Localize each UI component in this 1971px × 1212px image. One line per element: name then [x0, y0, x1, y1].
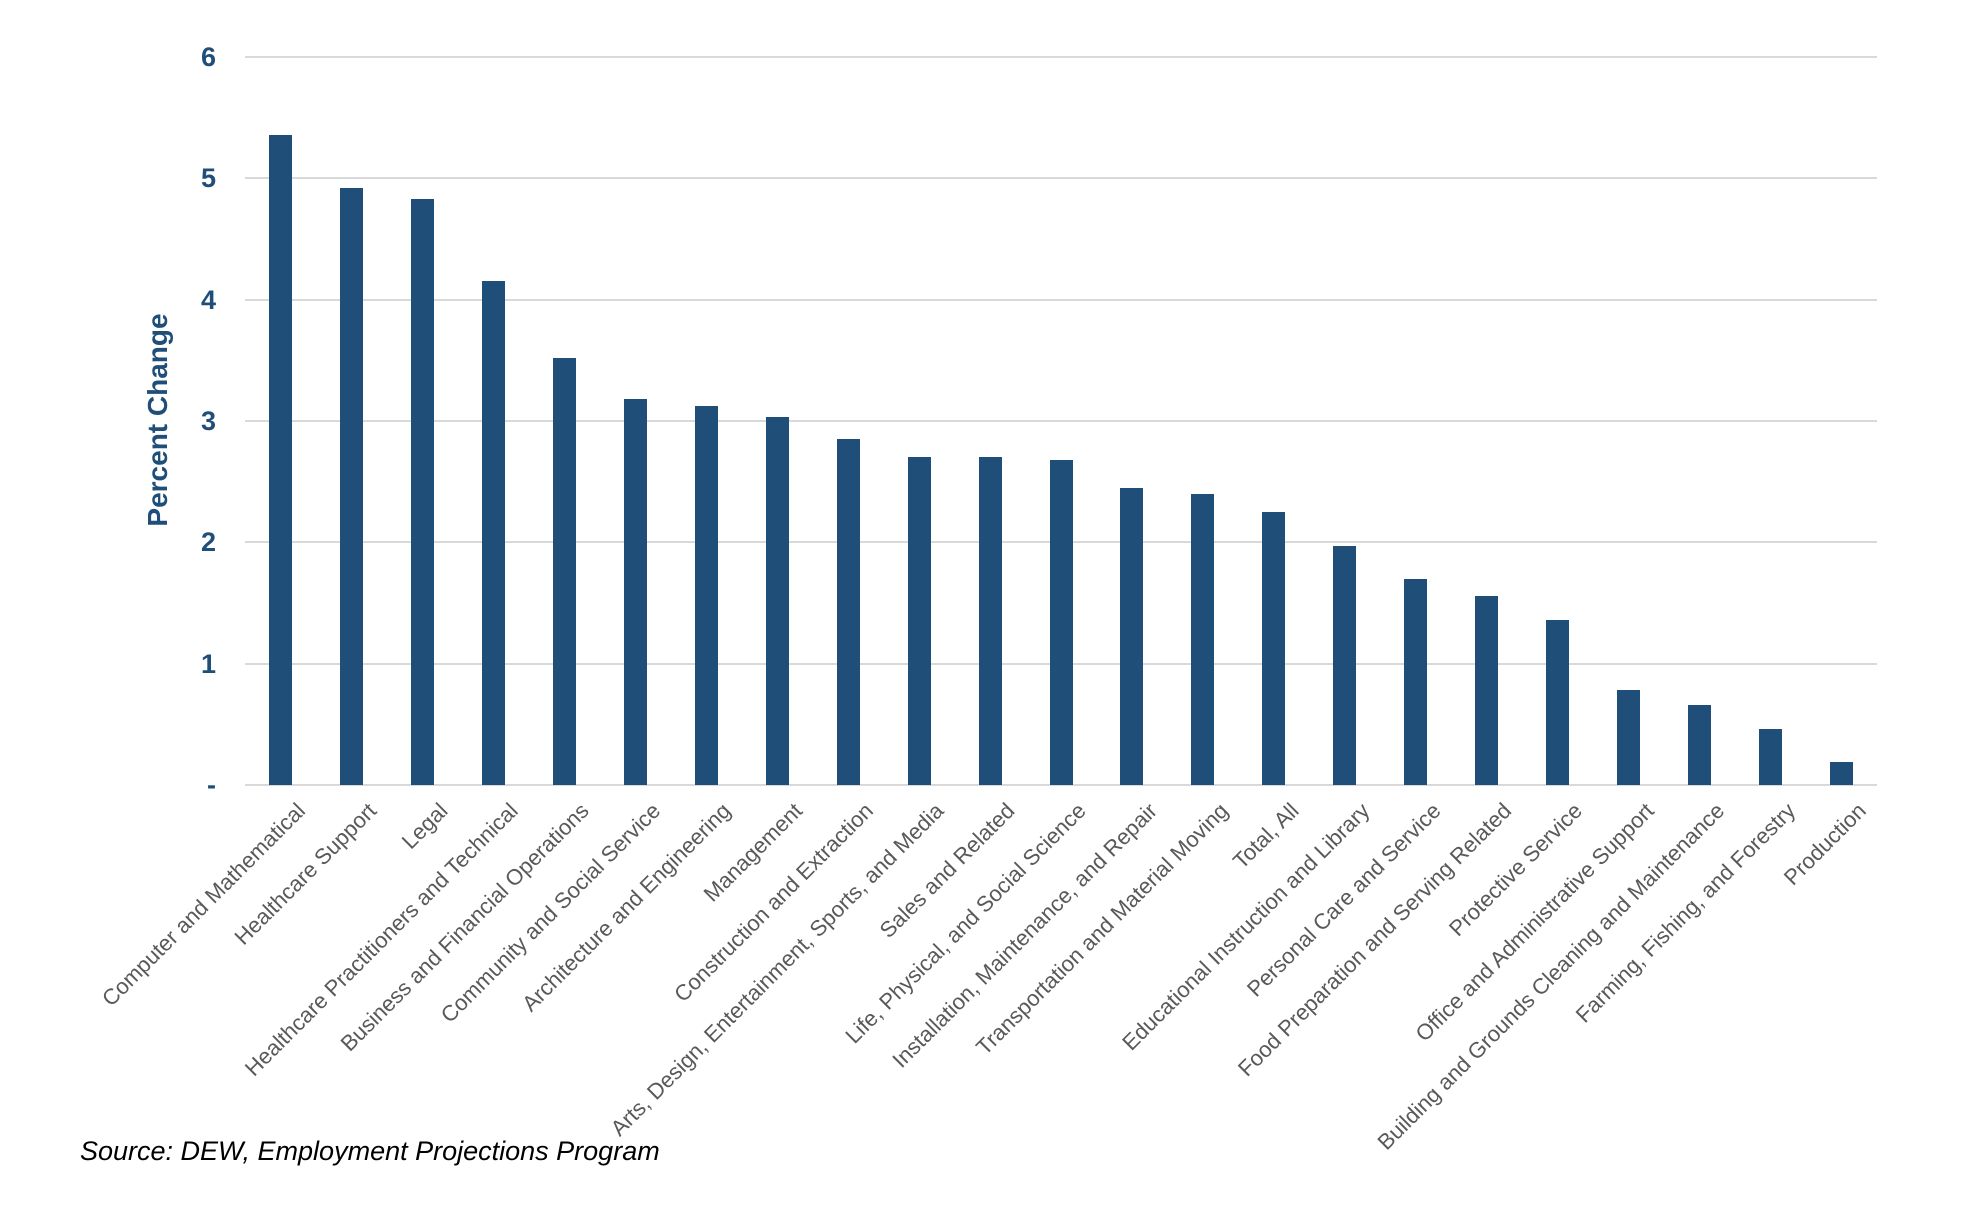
- bar: [481, 281, 505, 785]
- bar: [1333, 545, 1357, 785]
- bar: [907, 457, 931, 785]
- gridline: [245, 56, 1877, 59]
- category-label: Arts, Design, Entertainment, Sports, and…: [605, 798, 949, 1141]
- bar: [410, 198, 434, 785]
- bar: [552, 357, 576, 785]
- category-label: Protective Service: [1444, 798, 1588, 942]
- bar: [1546, 619, 1570, 785]
- bar: [1120, 487, 1144, 785]
- bar: [623, 399, 647, 785]
- bar: [765, 417, 789, 785]
- bar: [1759, 729, 1783, 785]
- bar: [1262, 512, 1286, 785]
- bar: [1049, 459, 1073, 785]
- gridline: [245, 784, 1877, 786]
- y-tick-label: 4: [200, 284, 216, 315]
- y-tick-label: -: [207, 770, 216, 800]
- bar: [1617, 690, 1641, 785]
- y-tick-label: 5: [200, 163, 216, 194]
- gridline: [245, 420, 1877, 422]
- y-tick-label: 2: [200, 527, 216, 558]
- bar: [1830, 761, 1854, 785]
- bar: [1688, 704, 1712, 785]
- bar: [694, 406, 718, 785]
- gridline: [245, 298, 1877, 301]
- bar: [268, 134, 292, 785]
- bar: [836, 439, 860, 785]
- source-note: Source: DEW, Employment Projections Prog…: [80, 1136, 660, 1166]
- y-tick-label: 6: [200, 42, 216, 73]
- y-tick-label: 1: [200, 648, 216, 679]
- bar: [978, 457, 1002, 785]
- category-label: Transportation and Material Moving: [970, 798, 1233, 1060]
- bar: [339, 188, 363, 785]
- gridline: [245, 177, 1877, 180]
- y-axis-title: Percent Change: [142, 313, 173, 527]
- category-label: Legal: [396, 798, 453, 854]
- bar: [1404, 578, 1428, 785]
- bar: [1191, 493, 1215, 785]
- y-tick-label: 3: [200, 406, 216, 436]
- bar: [1475, 595, 1499, 785]
